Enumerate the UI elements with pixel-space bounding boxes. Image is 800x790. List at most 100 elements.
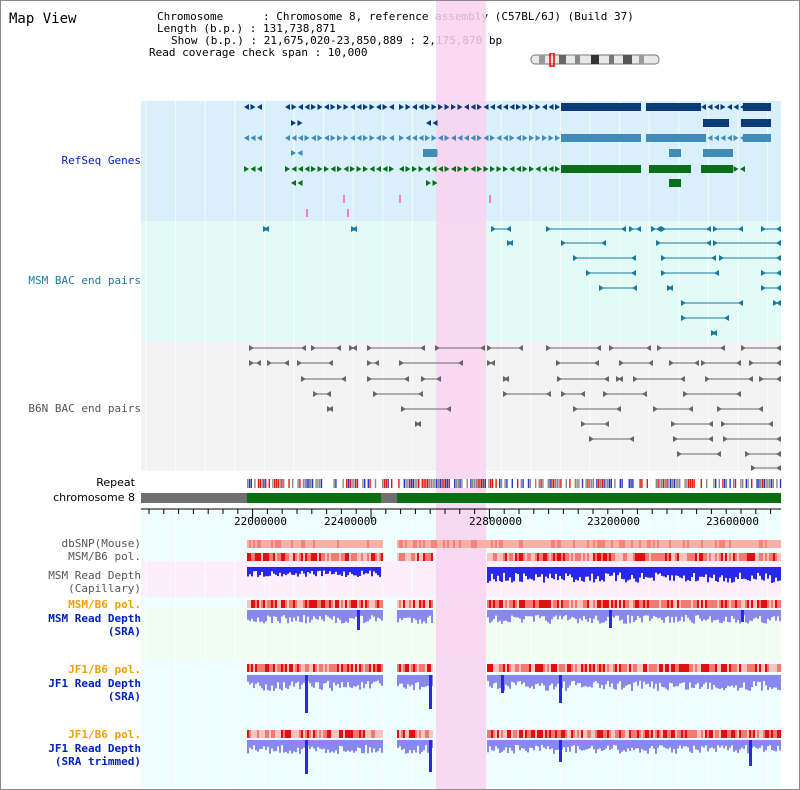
repeat-element — [601, 479, 603, 488]
repeat-element — [688, 479, 690, 488]
repeat-element — [315, 479, 317, 488]
polymorphism-cell — [673, 553, 675, 561]
polymorphism-cell — [559, 540, 561, 548]
polymorphism-cell — [323, 553, 325, 561]
depth-bar — [665, 740, 667, 749]
ideogram-current-region — [549, 53, 555, 67]
depth-bar — [505, 567, 507, 581]
depth-bar — [713, 740, 715, 749]
depth-bar — [613, 567, 615, 573]
polymorphism-cell — [249, 664, 251, 672]
depth-bar — [309, 740, 311, 749]
polymorphism-cell — [539, 664, 541, 672]
polymorphism-cell — [493, 664, 495, 672]
repeat-element — [367, 479, 369, 488]
depth-bar — [419, 740, 421, 754]
polymorphism-cell — [733, 540, 735, 548]
depth-bar — [541, 740, 543, 745]
polymorphism-cell — [279, 553, 281, 561]
polymorphism-cell — [711, 730, 713, 738]
polymorphism-cell — [431, 664, 433, 672]
polymorphism-cell — [635, 730, 637, 738]
msm-depth-cap-label-2: (Capillary) — [68, 582, 141, 595]
repeat-element — [729, 479, 731, 488]
gene-exon-block — [646, 134, 706, 142]
depth-bar — [289, 740, 291, 751]
repeat-element — [547, 479, 549, 488]
depth-bar — [365, 740, 367, 745]
polymorphism-cell — [505, 664, 507, 672]
polymorphism-cell — [339, 600, 341, 608]
polymorphism-cell — [277, 730, 279, 738]
depth-bar — [531, 740, 533, 749]
bac-end-marker — [491, 226, 496, 232]
polymorphism-cell — [751, 600, 753, 608]
depth-bar — [361, 610, 363, 617]
gene-arrow — [509, 166, 515, 172]
depth-bar — [495, 675, 497, 683]
polymorphism-cell — [733, 664, 735, 672]
depth-bar — [539, 567, 541, 577]
polymorphism-cell — [557, 664, 559, 672]
repeat-element — [718, 479, 720, 488]
gene-arrow — [356, 135, 362, 141]
bac-end-marker — [421, 376, 426, 382]
polymorphism-cell — [333, 540, 335, 548]
depth-bar — [591, 567, 593, 574]
polymorphism-cell — [497, 730, 499, 738]
depth-bar — [697, 610, 699, 616]
depth-spike — [429, 740, 432, 772]
polymorphism-cell — [599, 664, 601, 672]
repeat-element — [603, 479, 605, 488]
depth-bar — [537, 567, 539, 578]
polymorphism-cell — [623, 540, 625, 548]
polymorphism-cell — [509, 540, 511, 548]
polymorphism-cell — [657, 553, 659, 561]
gene-arrow — [457, 135, 463, 141]
gene-arrow — [477, 166, 482, 172]
polymorphism-cell — [547, 664, 549, 672]
polymorphism-cell — [681, 540, 683, 548]
depth-bar — [627, 740, 629, 749]
depth-bar — [565, 567, 567, 574]
depth-bar — [553, 675, 555, 690]
polymorphism-cell — [291, 553, 293, 561]
repeat-element — [446, 479, 449, 488]
polymorphism-cell — [461, 540, 463, 548]
depth-bar — [495, 740, 497, 747]
polymorphism-cell — [705, 553, 707, 561]
bac-end-marker — [701, 360, 706, 366]
depth-bar — [539, 740, 541, 751]
polymorphism-cell — [269, 664, 271, 672]
depth-bar — [421, 675, 423, 687]
polymorphism-cell — [755, 730, 757, 738]
polymorphism-cell — [751, 540, 753, 548]
polymorphism-cell — [769, 540, 771, 548]
polymorphism-cell — [503, 553, 505, 561]
depth-bar — [589, 675, 591, 687]
polymorphism-cell — [491, 664, 493, 672]
depth-bar — [487, 740, 489, 753]
depth-bar — [641, 567, 643, 573]
polymorphism-cell — [305, 600, 307, 608]
chromosome-ideogram[interactable] — [529, 53, 663, 67]
bac-end-marker — [680, 376, 685, 382]
depth-bar — [337, 675, 339, 684]
repeat-element — [279, 479, 281, 488]
depth-bar — [515, 740, 517, 745]
polymorphism-cell — [323, 730, 325, 738]
polymorphism-cell — [397, 540, 399, 548]
polymorphism-cell — [533, 540, 535, 548]
polymorphism-cell — [511, 730, 513, 738]
depth-bar — [545, 675, 547, 691]
depth-bar — [249, 675, 251, 685]
polymorphism-cell — [697, 664, 699, 672]
polymorphism-cell — [757, 600, 759, 608]
polymorphism-cell — [329, 553, 331, 561]
depth-bar — [323, 675, 325, 684]
polymorphism-cell — [403, 664, 405, 672]
polymorphism-cell — [769, 664, 771, 672]
bac-end-marker — [706, 226, 711, 232]
polymorphism-cell — [337, 664, 339, 672]
